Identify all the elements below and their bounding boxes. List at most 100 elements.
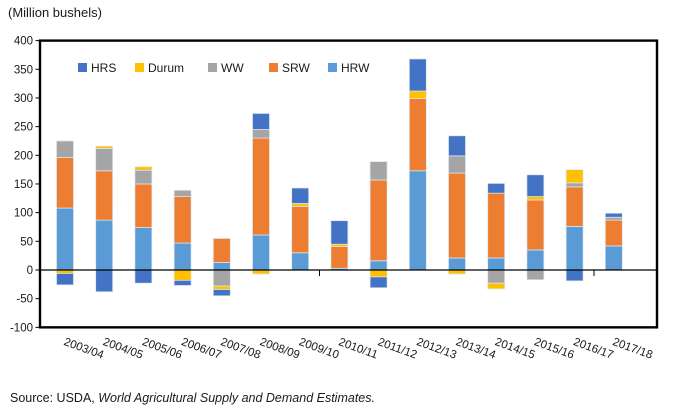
bar-segment-srw-2007-08 bbox=[212, 238, 231, 263]
bar-segment-durum-2011-12 bbox=[369, 269, 388, 278]
legend-label-hrs: HRS bbox=[91, 61, 116, 75]
bar-segment-ww-2008-09 bbox=[252, 129, 270, 139]
bar-segment-srw-2004-05 bbox=[95, 170, 114, 221]
bar-segment-srw-2011-12 bbox=[369, 179, 388, 262]
bar-segment-durum-2014-15 bbox=[487, 282, 506, 290]
bar-segment-hrw-2014-15 bbox=[487, 257, 506, 271]
bar-segment-hrw-2017-18 bbox=[604, 245, 623, 271]
x-axis-label-2014-15: 2014/15 bbox=[493, 336, 536, 361]
x-axis-label-2007-08: 2007/08 bbox=[219, 336, 262, 361]
bar-segment-ww-2015-16 bbox=[526, 269, 545, 281]
source-publication: World Agricultural Supply and Demand Est… bbox=[98, 391, 375, 405]
bar-segment-hrs-2012-13 bbox=[408, 58, 427, 92]
bar-segment-ww-2006-07 bbox=[173, 189, 192, 197]
bar-segment-hrs-2003-04 bbox=[56, 273, 74, 286]
legend-label-ww: WW bbox=[221, 61, 244, 75]
bar-segment-hrw-2007-08 bbox=[212, 262, 231, 271]
y-axis-label: 400 bbox=[14, 36, 33, 48]
bar-segment-hrs-2011-12 bbox=[369, 276, 388, 289]
bar-segment-hrs-2015-16 bbox=[526, 174, 545, 197]
x-axis-label-2004-05: 2004/05 bbox=[101, 336, 144, 361]
bar-segment-srw-2010-11 bbox=[330, 246, 349, 269]
bar-segment-ww-2004-05 bbox=[95, 148, 114, 172]
chart-units-label: (Million bushels) bbox=[8, 5, 102, 20]
legend-label-hrw: HRW bbox=[341, 61, 370, 75]
legend-swatch-durum bbox=[135, 63, 144, 72]
bar-segment-hrw-2015-16 bbox=[526, 249, 545, 271]
bar-segment-hrw-2008-09 bbox=[252, 234, 270, 271]
x-axis-label-2009-10: 2009/10 bbox=[297, 336, 340, 361]
bar-segment-hrs-2008-09 bbox=[252, 113, 270, 130]
legend-label-durum: Durum bbox=[148, 61, 184, 75]
bar-segment-srw-2016-17 bbox=[565, 186, 584, 227]
bar-segment-ww-2003-04 bbox=[56, 140, 74, 158]
x-axis-label-2015-16: 2015/16 bbox=[532, 336, 575, 361]
legend-label-srw: SRW bbox=[282, 61, 310, 75]
bar-segment-hrw-2005-06 bbox=[134, 227, 153, 271]
bar-segment-hrw-2013-14 bbox=[448, 257, 466, 271]
stacked-bar-chart: 400350300250200150100500-50-1002003/0420… bbox=[10, 36, 659, 362]
x-axis-label-2016-17: 2016/17 bbox=[572, 336, 615, 361]
bar-segment-durum-2004-05 bbox=[95, 145, 114, 149]
bar-segment-hrw-2012-13 bbox=[408, 170, 427, 271]
bar-segment-hrw-2003-04 bbox=[56, 207, 74, 271]
legend-swatch-srw bbox=[269, 63, 278, 72]
bar-segment-hrw-2009-10 bbox=[291, 252, 310, 271]
bar-segment-hrs-2013-14 bbox=[448, 135, 466, 157]
bar-segment-srw-2013-14 bbox=[448, 172, 466, 259]
bar-segment-srw-2015-16 bbox=[526, 199, 545, 251]
bar-segment-srw-2005-06 bbox=[134, 183, 153, 228]
bar-segment-durum-2006-07 bbox=[173, 269, 192, 281]
bar-segment-hrs-2009-10 bbox=[291, 187, 310, 204]
bar-segment-durum-2005-06 bbox=[134, 166, 153, 171]
y-axis-label: 200 bbox=[14, 150, 33, 162]
x-axis-label-2017-18: 2017/18 bbox=[611, 336, 654, 361]
bar-segment-hrs-2010-11 bbox=[330, 220, 349, 245]
bar-segment-hrs-2014-15 bbox=[487, 183, 506, 194]
x-axis-label-2005-06: 2005/06 bbox=[140, 336, 183, 361]
source-note: Source: USDA, World Agricultural Supply … bbox=[10, 391, 375, 405]
bar-segment-hrw-2004-05 bbox=[95, 219, 114, 271]
x-axis-label-2010-11: 2010/11 bbox=[337, 336, 379, 361]
bar-segment-ww-2007-08 bbox=[212, 269, 231, 287]
bar-segment-hrs-2004-05 bbox=[95, 269, 114, 293]
bar-segment-srw-2017-18 bbox=[604, 219, 623, 247]
bar-segment-srw-2006-07 bbox=[173, 196, 192, 244]
bar-segment-hrs-2016-17 bbox=[565, 269, 584, 282]
bar-segment-hrs-2007-08 bbox=[212, 289, 231, 297]
y-axis-label: -50 bbox=[16, 294, 33, 306]
y-axis-label: 150 bbox=[14, 179, 33, 191]
legend-swatch-hrs bbox=[78, 63, 87, 72]
bar-segment-srw-2012-13 bbox=[408, 98, 427, 172]
x-axis-label-2012-13: 2012/13 bbox=[415, 336, 458, 361]
bar-segment-hrw-2016-17 bbox=[565, 226, 584, 271]
bar-segment-durum-2016-17 bbox=[565, 169, 584, 184]
bar-segment-durum-2009-10 bbox=[291, 203, 310, 207]
bar-segment-hrw-2011-12 bbox=[369, 260, 388, 271]
bar-segment-hrs-2006-07 bbox=[173, 279, 192, 286]
bar-segment-ww-2013-14 bbox=[448, 155, 466, 174]
bar-segment-hrs-2017-18 bbox=[604, 212, 623, 218]
plot-frame bbox=[38, 39, 659, 329]
y-axis-label: 0 bbox=[27, 265, 33, 277]
bar-segment-srw-2003-04 bbox=[56, 157, 74, 209]
x-axis-label-2008-09: 2008/09 bbox=[258, 336, 301, 361]
y-axis-label: 50 bbox=[20, 236, 33, 248]
x-axis-label-2003-04: 2003/04 bbox=[62, 336, 106, 362]
y-axis-label: 350 bbox=[14, 64, 33, 76]
y-axis-label: 100 bbox=[14, 208, 33, 220]
x-axis-label-2006-07: 2006/07 bbox=[180, 336, 223, 361]
legend-swatch-ww bbox=[208, 63, 217, 72]
bar-segment-srw-2009-10 bbox=[291, 205, 310, 254]
source-prefix: Source: USDA, bbox=[10, 391, 99, 405]
bar-segment-ww-2011-12 bbox=[369, 161, 388, 181]
bar-segment-ww-2014-15 bbox=[487, 269, 506, 284]
bar-segment-ww-2017-18 bbox=[604, 216, 623, 221]
x-axis-label-2013-14: 2013/14 bbox=[454, 336, 498, 362]
legend-swatch-hrw bbox=[328, 63, 337, 72]
bar-segment-hrw-2006-07 bbox=[173, 242, 192, 271]
bar-segment-srw-2008-09 bbox=[252, 137, 270, 236]
bar-segment-durum-2012-13 bbox=[408, 90, 427, 99]
x-axis-label-2011-12: 2011/12 bbox=[376, 336, 418, 361]
